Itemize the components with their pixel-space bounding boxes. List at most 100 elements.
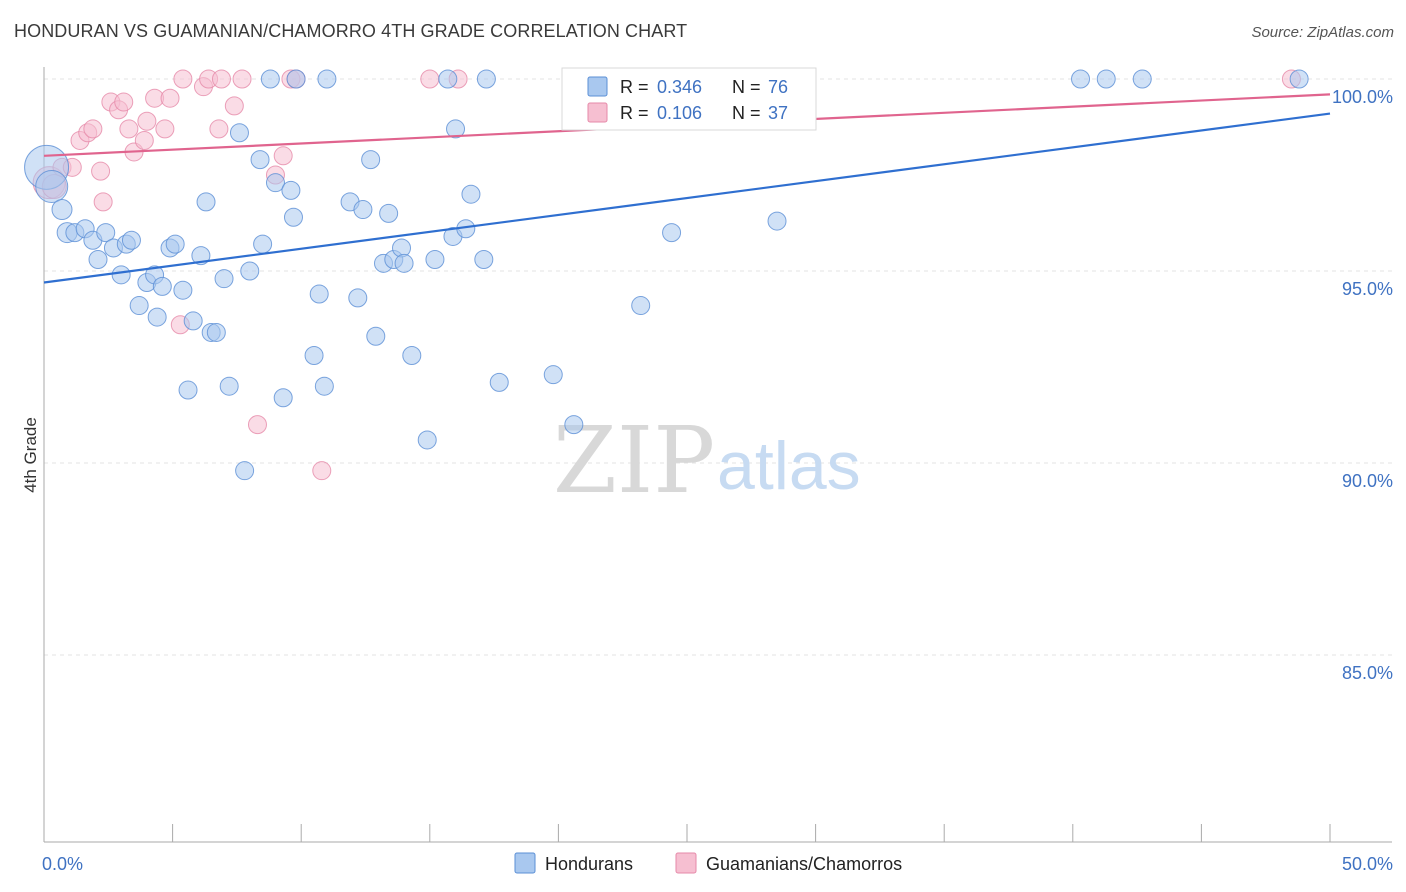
point-hondurans bbox=[51, 199, 73, 221]
point-hondurans bbox=[173, 280, 193, 300]
point-hondurans bbox=[191, 246, 211, 266]
point-hondurans bbox=[317, 69, 337, 89]
y-tick-labels: 100.0% 95.0% 90.0% 85.0% bbox=[1332, 87, 1393, 683]
stats-n-label: N = bbox=[732, 103, 761, 123]
point-hondurans bbox=[183, 311, 203, 331]
point-guamanians bbox=[247, 415, 267, 435]
point-hondurans bbox=[476, 69, 496, 89]
point-hondurans bbox=[348, 288, 368, 308]
point-guamanians bbox=[83, 119, 103, 139]
point-hondurans bbox=[129, 296, 149, 316]
point-guamanians bbox=[312, 461, 332, 481]
watermark-atlas: atlas bbox=[717, 428, 861, 504]
point-hondurans bbox=[662, 223, 682, 243]
point-guamanians bbox=[119, 119, 139, 139]
point-hondurans bbox=[379, 203, 399, 223]
point-guamanians bbox=[91, 161, 111, 181]
point-hondurans bbox=[229, 123, 249, 143]
legend-swatch-guamanians bbox=[675, 852, 697, 874]
point-hondurans bbox=[281, 180, 301, 200]
chart-title: HONDURAN VS GUAMANIAN/CHAMORRO 4TH GRADE… bbox=[14, 21, 688, 41]
point-hondurans bbox=[165, 234, 185, 254]
point-hondurans bbox=[152, 276, 172, 296]
point-hondurans bbox=[1071, 69, 1091, 89]
y-tick-label: 85.0% bbox=[1342, 663, 1393, 683]
point-hondurans bbox=[260, 69, 280, 89]
point-hondurans bbox=[1096, 69, 1116, 89]
point-hondurans bbox=[273, 388, 293, 408]
point-hondurans bbox=[253, 234, 273, 254]
stats-r-value: 0.346 bbox=[657, 77, 702, 97]
point-hondurans bbox=[446, 119, 466, 139]
point-hondurans bbox=[474, 249, 494, 269]
x-tick-labels: 0.0% 50.0% bbox=[42, 854, 1393, 874]
point-hondurans bbox=[240, 261, 260, 281]
y-axis-label: 4th Grade bbox=[21, 417, 40, 493]
point-hondurans bbox=[214, 269, 234, 289]
source-label: Source: ZipAtlas.com bbox=[1251, 24, 1394, 41]
legend-label-hondurans: Hondurans bbox=[545, 854, 633, 874]
point-hondurans bbox=[366, 326, 386, 346]
stats-legend-swatch-blue bbox=[587, 76, 608, 97]
point-hondurans bbox=[178, 380, 198, 400]
point-guamanians bbox=[420, 69, 440, 89]
point-guamanians bbox=[160, 88, 180, 108]
point-hondurans bbox=[283, 207, 303, 227]
stats-n-value: 76 bbox=[768, 77, 788, 97]
point-guamanians bbox=[155, 119, 175, 139]
point-hondurans bbox=[196, 192, 216, 212]
point-hondurans bbox=[489, 372, 509, 392]
point-guamanians bbox=[211, 69, 231, 89]
point-guamanians bbox=[224, 96, 244, 116]
point-hondurans bbox=[631, 296, 651, 316]
point-guamanians bbox=[173, 69, 193, 89]
point-guamanians bbox=[93, 192, 113, 212]
point-hondurans bbox=[353, 200, 373, 220]
stats-r-value: 0.106 bbox=[657, 103, 702, 123]
y-tick-label: 95.0% bbox=[1342, 279, 1393, 299]
point-hondurans bbox=[88, 249, 108, 269]
axes bbox=[43, 67, 1392, 843]
point-hondurans bbox=[219, 376, 239, 396]
point-hondurans bbox=[425, 249, 445, 269]
point-guamanians bbox=[137, 111, 157, 131]
point-hondurans bbox=[121, 230, 141, 250]
series-hondurans-points bbox=[24, 69, 1309, 481]
point-hondurans bbox=[543, 365, 563, 385]
stats-n-value: 37 bbox=[768, 103, 788, 123]
trend-line-hondurans bbox=[43, 112, 1331, 284]
point-hondurans bbox=[394, 253, 414, 273]
point-hondurans bbox=[304, 345, 324, 365]
point-hondurans bbox=[461, 184, 481, 204]
legend-label-guamanians: Guamanians/Chamorros bbox=[706, 854, 902, 874]
y-tick-label: 90.0% bbox=[1342, 471, 1393, 491]
point-hondurans bbox=[35, 170, 69, 204]
point-hondurans bbox=[767, 211, 787, 231]
legend-swatch-hondurans bbox=[514, 852, 536, 874]
point-hondurans bbox=[309, 284, 329, 304]
point-hondurans bbox=[96, 223, 116, 243]
point-hondurans bbox=[111, 265, 131, 285]
point-hondurans bbox=[235, 461, 255, 481]
point-guamanians bbox=[134, 130, 154, 150]
gridlines bbox=[44, 78, 1392, 656]
point-hondurans bbox=[250, 150, 270, 170]
x-tick-label: 50.0% bbox=[1342, 854, 1393, 874]
point-hondurans bbox=[1289, 69, 1309, 89]
stats-r-label: R = bbox=[620, 77, 649, 97]
point-hondurans bbox=[438, 69, 458, 89]
point-hondurans bbox=[314, 376, 334, 396]
point-hondurans bbox=[147, 307, 167, 327]
point-hondurans bbox=[206, 322, 226, 342]
point-hondurans bbox=[361, 150, 381, 170]
stats-legend: R = 0.346 N = 76 R = 0.106 N = 37 bbox=[561, 67, 817, 131]
point-guamanians bbox=[209, 119, 229, 139]
y-tick-label: 100.0% bbox=[1332, 87, 1393, 107]
point-guamanians bbox=[114, 92, 134, 112]
point-hondurans bbox=[417, 430, 437, 450]
point-hondurans bbox=[564, 415, 584, 435]
stats-r-label: R = bbox=[620, 103, 649, 123]
point-guamanians bbox=[273, 146, 293, 166]
point-guamanians bbox=[232, 69, 252, 89]
x-tick-label: 0.0% bbox=[42, 854, 83, 874]
